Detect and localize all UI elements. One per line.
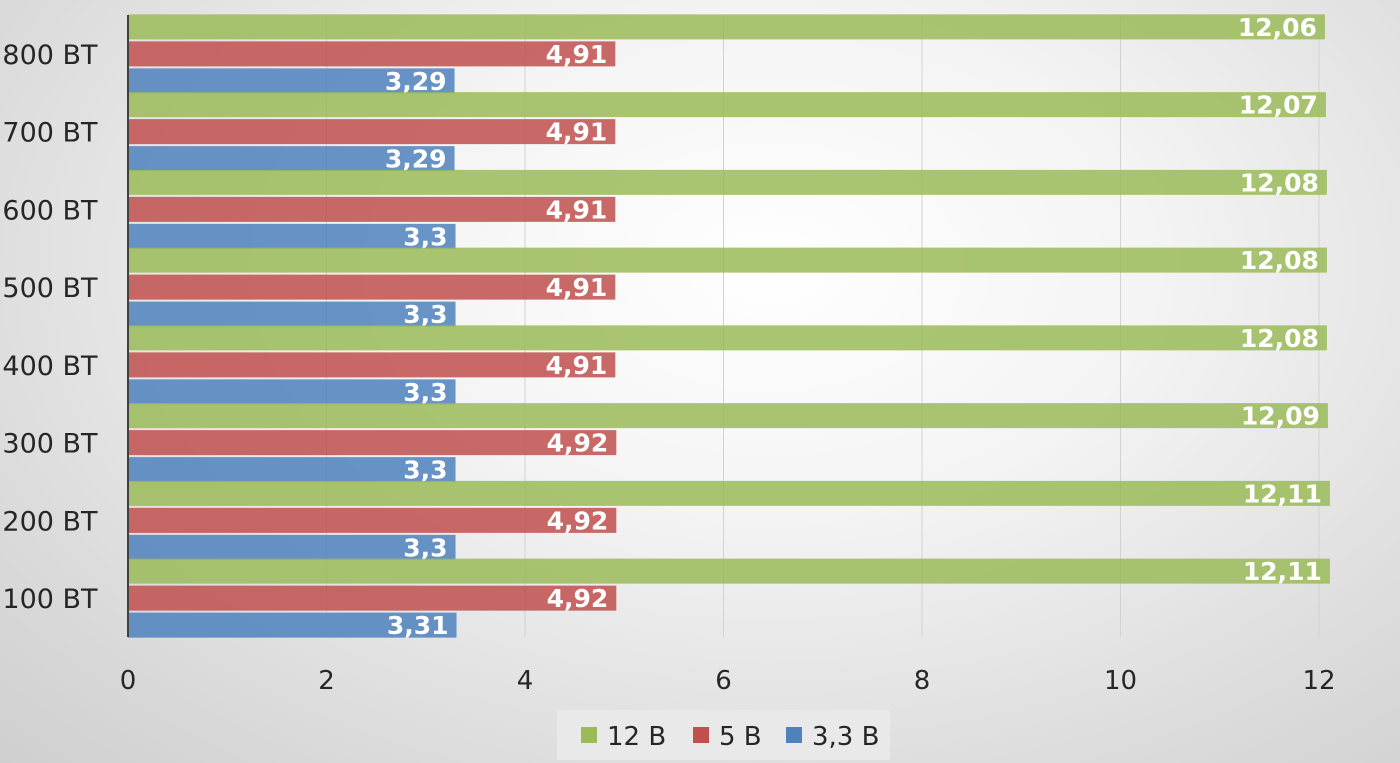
x-tick-label-2: 4 <box>517 666 534 696</box>
data-label-3-4: 3,3 <box>403 300 447 329</box>
data-label-1-4: 12,08 <box>1240 246 1319 275</box>
bar-2-3 <box>128 196 616 222</box>
bar-2-7 <box>128 507 617 533</box>
data-label-1-8: 12,11 <box>1243 557 1322 586</box>
data-label-1-2: 12,07 <box>1239 91 1318 120</box>
legend-label-3: 3,3 В <box>812 722 879 752</box>
bar-3-2 <box>128 146 455 172</box>
bar-1-4 <box>128 247 1327 273</box>
legend-swatch-3 <box>786 727 802 743</box>
bar-2-5 <box>128 352 616 378</box>
legend: 12 В 5 В 3,3 В <box>557 710 890 760</box>
legend-box <box>557 710 890 760</box>
legend-label-1: 12 В <box>607 722 666 752</box>
bar-3-6 <box>128 457 456 483</box>
bar-2-4 <box>128 274 616 300</box>
x-tick-label-1: 2 <box>318 666 335 696</box>
data-label-3-1: 3,29 <box>385 67 447 96</box>
data-label-3-5: 3,3 <box>403 378 447 407</box>
data-label-2-1: 4,91 <box>546 40 608 69</box>
data-label-3-7: 3,3 <box>403 533 447 562</box>
bar-3-5 <box>128 379 456 405</box>
category-label-2: 700 ВТ <box>2 118 98 149</box>
bar-1-6 <box>128 403 1328 429</box>
bar-1-8 <box>128 558 1330 584</box>
legend-swatch-2 <box>693 727 709 743</box>
x-tick-label-3: 6 <box>715 666 732 696</box>
data-label-1-1: 12,06 <box>1238 13 1317 42</box>
data-label-3-6: 3,3 <box>403 456 447 485</box>
bar-3-1 <box>128 68 455 94</box>
data-label-1-6: 12,09 <box>1241 402 1320 431</box>
data-label-1-3: 12,08 <box>1240 168 1319 197</box>
bar-1-7 <box>128 480 1330 506</box>
bar-1-3 <box>128 169 1327 195</box>
category-label-5: 400 ВТ <box>2 351 98 382</box>
bar-3-8 <box>128 612 457 638</box>
bar-2-2 <box>128 119 616 145</box>
bar-3-7 <box>128 534 456 560</box>
bar-3-3 <box>128 223 456 249</box>
data-label-2-5: 4,91 <box>546 351 608 380</box>
bar-2-6 <box>128 430 617 456</box>
data-label-3-8: 3,31 <box>387 611 449 640</box>
data-label-2-6: 4,92 <box>547 429 609 458</box>
data-label-2-8: 4,92 <box>547 584 609 613</box>
category-label-1: 800 ВТ <box>2 40 98 71</box>
category-label-7: 200 ВТ <box>2 506 98 537</box>
data-label-1-5: 12,08 <box>1240 324 1319 353</box>
data-label-1-7: 12,11 <box>1243 479 1322 508</box>
bar-2-1 <box>128 41 616 67</box>
category-label-6: 300 ВТ <box>2 429 98 460</box>
data-label-3-3: 3,3 <box>403 222 447 251</box>
bar-3-4 <box>128 301 456 327</box>
bar-1-5 <box>128 325 1327 351</box>
legend-label-2: 5 В <box>719 722 762 752</box>
legend-swatch-1 <box>581 727 597 743</box>
data-label-3-2: 3,29 <box>385 145 447 174</box>
data-label-2-2: 4,91 <box>546 118 608 147</box>
category-label-4: 500 ВТ <box>2 273 98 304</box>
category-label-3: 600 ВТ <box>2 195 98 226</box>
bar-1-1 <box>128 14 1325 40</box>
data-label-2-4: 4,91 <box>546 273 608 302</box>
x-tick-label-4: 8 <box>914 666 931 696</box>
data-label-2-3: 4,91 <box>546 195 608 224</box>
bar-1-2 <box>128 92 1326 118</box>
x-tick-label-6: 12 <box>1302 666 1335 696</box>
x-tick-label-0: 0 <box>120 666 137 696</box>
bar-2-8 <box>128 585 617 611</box>
data-label-2-7: 4,92 <box>547 506 609 535</box>
x-tick-label-5: 10 <box>1104 666 1137 696</box>
category-label-8: 100 ВТ <box>2 584 98 615</box>
